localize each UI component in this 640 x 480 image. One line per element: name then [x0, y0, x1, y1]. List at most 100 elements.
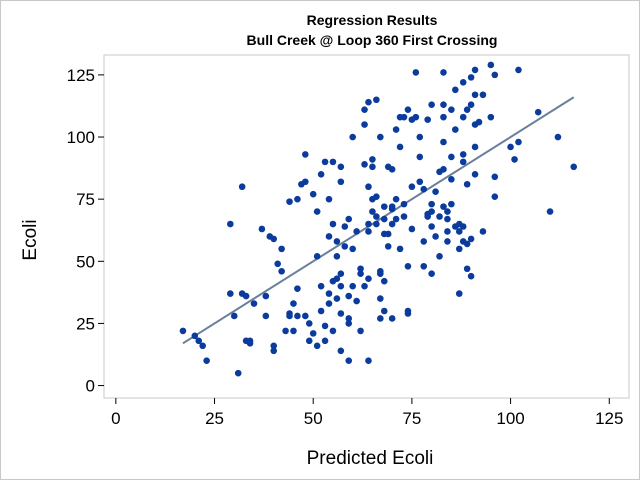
data-point: [274, 260, 281, 268]
data-point: [199, 342, 206, 350]
data-point: [345, 215, 353, 223]
data-point: [369, 156, 376, 163]
data-point: [337, 270, 345, 278]
data-point: [286, 198, 293, 205]
data-point: [325, 300, 333, 307]
data-point: [333, 253, 341, 260]
data-point: [333, 295, 341, 302]
data-point: [440, 166, 447, 173]
data-point: [479, 228, 487, 235]
data-point: [341, 243, 349, 250]
data-point: [258, 225, 266, 233]
data-point: [369, 208, 376, 215]
data-point: [408, 225, 416, 233]
data-point: [416, 178, 424, 186]
data-point: [396, 245, 404, 253]
data-point: [349, 282, 356, 290]
data-point: [313, 253, 321, 260]
data-point: [392, 195, 400, 203]
data-point: [448, 153, 455, 161]
data-point: [491, 173, 499, 181]
data-point: [349, 133, 356, 141]
data-point: [452, 86, 459, 94]
data-point: [373, 193, 380, 200]
data-point: [448, 175, 455, 183]
data-point: [377, 267, 384, 275]
data-point: [511, 156, 518, 163]
data-point: [290, 327, 297, 335]
data-point: [467, 74, 475, 81]
data-point: [455, 228, 463, 235]
data-point: [309, 190, 317, 198]
data-point: [373, 213, 380, 220]
data-point: [191, 332, 199, 340]
data-point: [384, 230, 392, 238]
data-point: [349, 245, 356, 253]
data-point: [459, 158, 467, 166]
data-point: [329, 327, 337, 335]
data-point: [262, 312, 270, 320]
x-tick-label: 50: [304, 409, 323, 428]
data-point: [179, 327, 187, 335]
data-point: [313, 342, 321, 350]
data-point: [234, 369, 242, 377]
data-point: [432, 233, 439, 240]
y-tick-label: 25: [76, 314, 95, 333]
data-point: [404, 262, 412, 270]
data-point: [471, 91, 479, 99]
data-point: [416, 153, 424, 161]
data-point: [357, 270, 364, 278]
data-point: [361, 161, 368, 168]
data-point: [440, 138, 447, 146]
data-point: [392, 126, 400, 133]
data-point: [534, 108, 542, 116]
data-point: [436, 253, 443, 260]
data-point: [353, 297, 360, 305]
data-point: [377, 315, 384, 322]
data-point: [329, 158, 337, 166]
data-point: [341, 223, 349, 230]
data-point: [471, 66, 479, 74]
data-point: [317, 282, 325, 290]
data-point: [416, 133, 424, 141]
x-tick-label: 0: [111, 409, 120, 428]
data-point: [420, 185, 428, 193]
data-point: [463, 240, 471, 248]
data-point: [459, 79, 467, 86]
data-point: [286, 312, 293, 320]
data-point: [305, 320, 313, 327]
data-point: [467, 272, 475, 280]
data-point: [546, 208, 554, 215]
data-point: [428, 270, 435, 278]
data-point: [203, 357, 210, 365]
data-point: [365, 220, 372, 228]
data-point: [515, 138, 522, 146]
data-point: [242, 292, 250, 300]
data-point: [459, 223, 467, 230]
data-point: [554, 133, 562, 141]
data-point: [388, 203, 396, 210]
data-point: [337, 178, 345, 186]
data-point: [455, 290, 463, 297]
data-point: [270, 342, 278, 350]
data-point: [345, 315, 353, 322]
data-point: [345, 357, 353, 365]
data-point: [305, 337, 313, 345]
x-tick-label: 25: [205, 409, 224, 428]
data-point: [440, 101, 447, 109]
data-point: [377, 133, 384, 141]
data-point: [452, 126, 459, 133]
data-point: [463, 265, 471, 273]
data-point: [357, 265, 364, 273]
data-point: [471, 171, 479, 178]
data-point: [515, 66, 522, 74]
data-point: [321, 158, 329, 166]
data-point: [270, 235, 278, 243]
data-point: [570, 163, 578, 171]
chart-subtitle: Bull Creek @ Loop 360 First Crossing: [247, 32, 498, 48]
data-point: [317, 171, 325, 178]
data-point: [455, 245, 463, 253]
data-point: [420, 238, 428, 245]
data-point: [424, 116, 431, 123]
